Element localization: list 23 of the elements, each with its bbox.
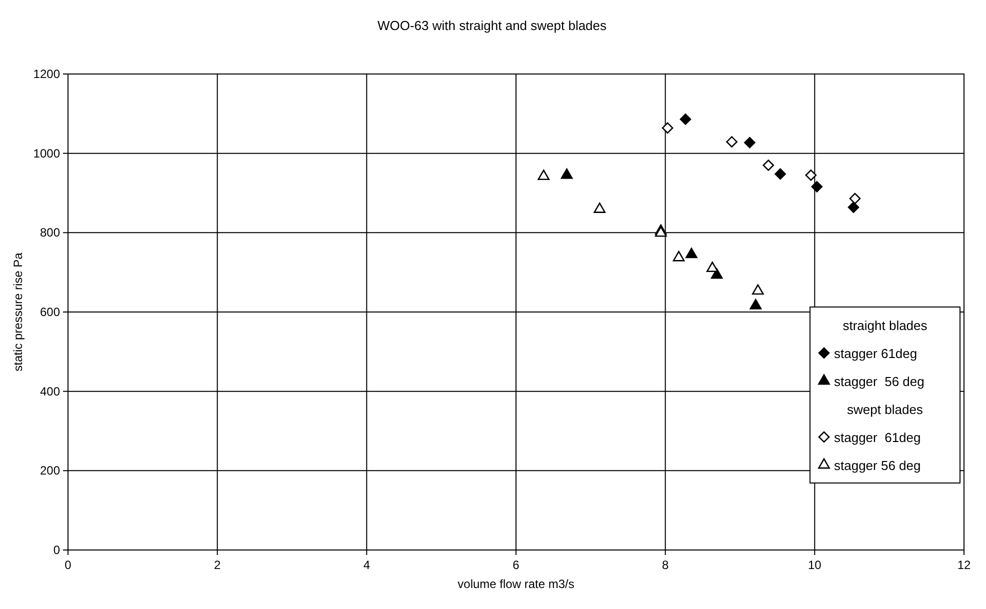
- y-tick-label: 1000: [33, 146, 60, 160]
- annotation: swept blades: [847, 402, 924, 417]
- annotation: straight blades: [842, 318, 928, 333]
- x-tick-label: 6: [512, 558, 520, 572]
- legend-label: stagger 61deg: [834, 430, 921, 445]
- y-tick-label: 800: [40, 226, 60, 240]
- x-tick-label: 10: [808, 558, 822, 572]
- y-tick-label: 200: [40, 464, 60, 478]
- legend-label: stagger 56 deg: [834, 458, 921, 473]
- x-tick-label: 12: [957, 558, 971, 572]
- y-tick-label: 600: [40, 305, 60, 319]
- y-tick-label: 0: [53, 543, 60, 557]
- x-tick-label: 8: [662, 558, 669, 572]
- x-axis-title: volume flow rate m3/s: [458, 577, 574, 591]
- x-tick-label: 4: [363, 558, 370, 572]
- chart-title: WOO-63 with straight and swept blades: [377, 18, 608, 33]
- x-tick-label: 2: [214, 558, 221, 572]
- legend-label: stagger 56 deg: [834, 374, 924, 389]
- y-tick-label: 1200: [33, 67, 60, 81]
- legend-label: stagger 61deg: [834, 346, 918, 361]
- y-tick-label: 400: [40, 384, 60, 398]
- y-axis-title: static pressure rise Pa: [11, 252, 25, 372]
- x-tick-label: 0: [64, 558, 72, 572]
